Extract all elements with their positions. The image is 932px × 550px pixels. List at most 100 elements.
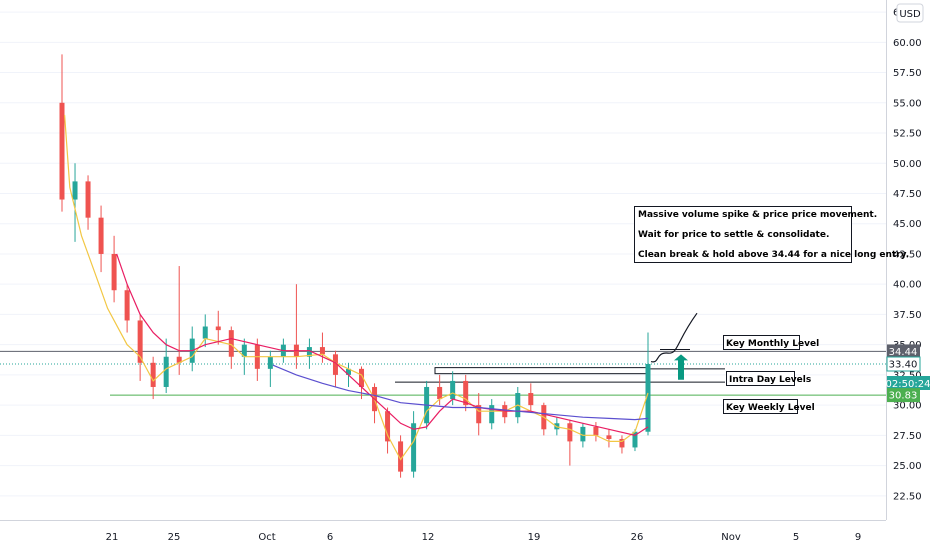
candle-body xyxy=(150,362,156,387)
up-arrow-icon xyxy=(674,354,688,380)
candle-body xyxy=(450,380,456,400)
time-tick-label: Oct xyxy=(258,532,275,543)
candle-body xyxy=(228,330,234,357)
countdown-text: 02:50:24 xyxy=(886,379,931,390)
price-tick-label: 45.00 xyxy=(893,219,922,230)
candle xyxy=(163,338,169,394)
price-tick-label: 42.50 xyxy=(893,249,922,260)
level-lines xyxy=(0,350,886,396)
candle-body xyxy=(398,441,404,472)
time-axis[interactable]: 21 25 Oct 6 12 19 26 Nov 5 9 xyxy=(0,520,886,544)
intraday-level-text: Intra Day Levels xyxy=(729,375,811,385)
candle-body xyxy=(72,181,78,200)
last-price-tag-text: 33.40 xyxy=(889,360,918,371)
candle-body xyxy=(359,368,365,387)
annotation-line-1: Massive volume spike & price price movem… xyxy=(638,210,877,220)
candle-body xyxy=(202,326,208,339)
candle-body xyxy=(411,423,417,472)
candle xyxy=(632,429,638,452)
candle-body xyxy=(345,368,351,375)
candle xyxy=(359,366,365,400)
monthly-level-text: Key Monthly Level xyxy=(726,339,819,349)
candle xyxy=(619,435,625,454)
candle-body xyxy=(332,354,338,375)
candle-body xyxy=(645,364,651,432)
drawings xyxy=(650,312,698,380)
candle-body xyxy=(580,426,586,442)
ma-slow-line xyxy=(272,364,649,421)
annotation-box[interactable]: Massive volume spike & price price movem… xyxy=(634,206,910,263)
candle xyxy=(215,310,221,345)
candle-body xyxy=(98,217,104,254)
candle xyxy=(85,175,91,230)
price-tick-label: 27.50 xyxy=(893,431,922,442)
projection-path xyxy=(650,312,698,363)
weekly-price-tag-text: 30.83 xyxy=(889,391,918,402)
currency-label: USD xyxy=(899,9,921,20)
price-tick-label: 25.00 xyxy=(893,461,922,472)
candle xyxy=(202,314,208,348)
candle-body xyxy=(215,326,221,331)
candle-body xyxy=(124,290,130,321)
annotation-line-2: Wait for price to settle & consolidate. xyxy=(638,230,829,240)
currency-button[interactable]: USD xyxy=(896,3,924,23)
price-tick-label: 50.00 xyxy=(893,159,922,170)
candle xyxy=(228,326,234,369)
candle xyxy=(489,399,495,430)
candle-body xyxy=(85,181,91,218)
price-tick-label: 60.00 xyxy=(893,38,922,49)
monthly-price-tag-text: 34.44 xyxy=(889,347,918,358)
candle xyxy=(176,266,182,375)
time-tick-label: 12 xyxy=(422,532,435,543)
candle-body xyxy=(163,356,169,387)
candle-body xyxy=(632,431,638,448)
candle-body xyxy=(593,426,599,436)
candle-body xyxy=(489,405,495,424)
time-tick-label: 26 xyxy=(631,532,644,543)
price-tick-label: 52.50 xyxy=(893,129,922,140)
candle-body xyxy=(137,320,143,363)
time-tick-label: Nov xyxy=(721,532,741,543)
candle xyxy=(411,411,417,478)
last-price-tag: 33.40 xyxy=(886,356,921,372)
candle xyxy=(437,374,443,406)
candle xyxy=(476,393,482,436)
candle xyxy=(137,314,143,381)
candle xyxy=(385,407,391,454)
candle-body xyxy=(528,393,534,406)
candle-body xyxy=(59,102,65,200)
candle xyxy=(593,422,599,442)
weekly-price-tag: 30.83 xyxy=(887,388,920,403)
price-tick-label: 57.50 xyxy=(893,68,922,79)
moving-averages xyxy=(64,114,649,461)
candle xyxy=(72,163,78,242)
candle xyxy=(124,284,130,333)
countdown-tag: 02:50:24 xyxy=(886,376,931,390)
weekly-level-text: Key Weekly Level xyxy=(726,403,815,413)
candle xyxy=(645,332,651,436)
candle-body xyxy=(176,356,182,363)
monthly-price-tag: 34.44 xyxy=(887,344,920,359)
candle-body xyxy=(567,423,573,442)
candle-body xyxy=(267,356,273,369)
candle-body xyxy=(463,380,469,406)
price-tick-label: 55.00 xyxy=(893,98,922,109)
weekly-level-label[interactable]: Key Weekly Level xyxy=(723,399,815,414)
candle-body xyxy=(319,347,325,355)
price-tick-label: 47.50 xyxy=(893,189,922,200)
intraday-level-label[interactable]: Intra Day Levels xyxy=(726,371,812,386)
time-tick-label: 21 xyxy=(106,532,119,543)
monthly-level-label[interactable]: Key Monthly Level xyxy=(723,335,820,350)
ma-fast-line xyxy=(64,114,649,461)
candle xyxy=(98,205,104,273)
grid xyxy=(0,11,886,497)
time-tick-label: 5 xyxy=(793,532,799,543)
candle xyxy=(332,350,338,387)
candle xyxy=(111,235,117,303)
time-tick-label: 9 xyxy=(855,532,861,543)
price-axis[interactable]: 62.5060.0057.5055.0052.5050.0047.5045.00… xyxy=(886,0,922,520)
candle xyxy=(528,383,534,412)
price-tick-label: 30.00 xyxy=(893,401,922,412)
annotation-line-3: Clean break & hold above 34.44 for a nic… xyxy=(638,250,909,260)
